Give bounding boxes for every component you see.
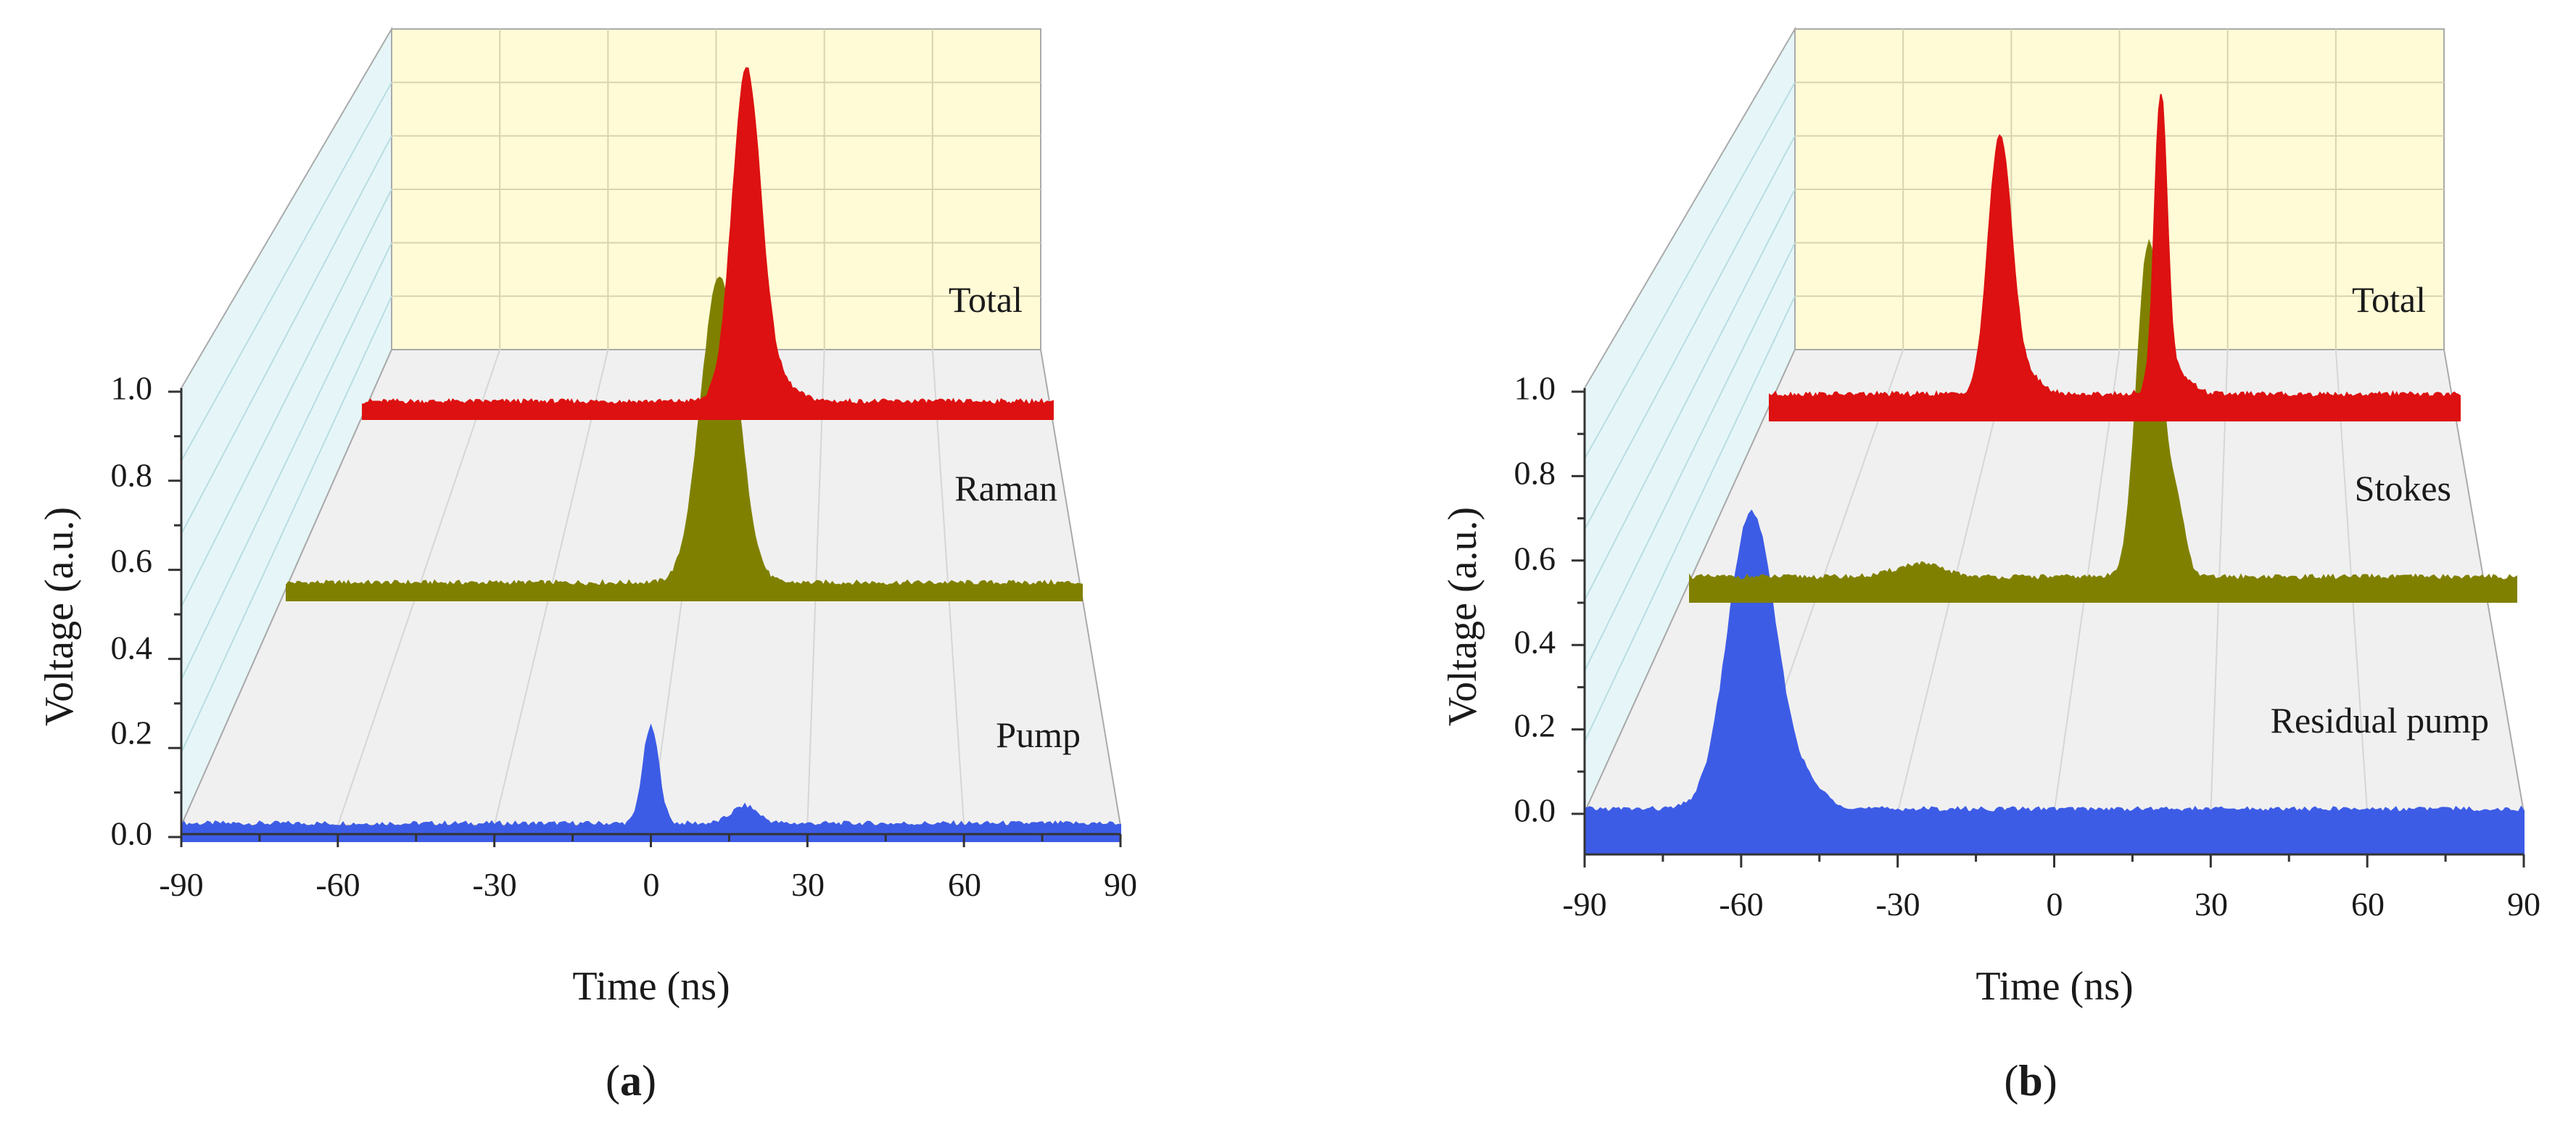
layer-total bbox=[362, 67, 1054, 420]
side-gridline bbox=[181, 242, 392, 680]
panel-caption-a: (a) bbox=[606, 1057, 656, 1105]
x-tick-label-1: -60 bbox=[1719, 886, 1763, 923]
x-tick-label-4: 30 bbox=[2195, 886, 2228, 923]
series-label-pump: Pump bbox=[996, 714, 1081, 755]
series-label-residual-pump: Residual pump bbox=[2271, 700, 2489, 741]
side-gridline bbox=[181, 189, 392, 607]
side-gridline bbox=[181, 135, 392, 535]
ticks bbox=[168, 390, 1122, 847]
series-trace-pump bbox=[181, 723, 1121, 842]
series-trace-total bbox=[1769, 94, 2461, 421]
y-axis-label: Voltage (a.u.) bbox=[37, 507, 82, 726]
x-tick-label-5: 60 bbox=[948, 866, 981, 903]
side-gridline bbox=[1584, 135, 1796, 530]
y-tick-label-4: 0.8 bbox=[1514, 455, 1556, 492]
x-tick-label-6: 90 bbox=[1104, 866, 1137, 903]
y-tick-label-2: 0.4 bbox=[1514, 624, 1556, 661]
y-tick-label-1: 0.2 bbox=[111, 714, 153, 751]
y-tick-label-0: 0.0 bbox=[1514, 792, 1556, 829]
side-gridline bbox=[1584, 82, 1796, 459]
x-tick-label-4: 30 bbox=[791, 866, 825, 903]
layer-raman bbox=[286, 276, 1083, 601]
y-tick-label-4: 0.8 bbox=[111, 457, 153, 494]
side-gridline bbox=[1584, 189, 1796, 601]
x-tick-label-6: 90 bbox=[2507, 886, 2540, 923]
y-tick-label-1: 0.2 bbox=[1514, 707, 1556, 744]
ticks bbox=[1572, 390, 2525, 868]
y-tick-label-2: 0.4 bbox=[111, 630, 153, 667]
x-tick-label-1: -60 bbox=[315, 866, 360, 903]
series-trace-total bbox=[362, 67, 1054, 420]
side-gridline bbox=[181, 295, 392, 753]
x-tick-label-2: -30 bbox=[472, 866, 516, 903]
x-axis-label: Time (ns) bbox=[572, 964, 730, 1009]
y-tick-label-0: 0.0 bbox=[111, 815, 153, 852]
x-tick-label-3: 0 bbox=[2047, 886, 2063, 923]
series-trace-stokes bbox=[1689, 239, 2517, 603]
panel-caption-b: (b) bbox=[2004, 1057, 2057, 1105]
layer-pump bbox=[181, 723, 1121, 842]
y-tick-label-5: 1.0 bbox=[1514, 370, 1556, 407]
layer-residual-pump bbox=[1584, 509, 2525, 855]
x-tick-label-0: -90 bbox=[159, 866, 203, 903]
series-label-raman: Raman bbox=[954, 468, 1057, 508]
side-gridline bbox=[181, 82, 392, 461]
x-tick-label-2: -30 bbox=[1875, 886, 1920, 923]
y-axis-label: Voltage (a.u.) bbox=[1440, 507, 1485, 726]
series-label-total: Total bbox=[2352, 279, 2426, 320]
series-label-total: Total bbox=[949, 279, 1023, 320]
y-tick-label-3: 0.6 bbox=[111, 543, 153, 580]
layer-total bbox=[1769, 94, 2461, 421]
panel-a: 0.0 0.2 0.4 0.6 0.8 1.0 -90 -60 -30 0 30… bbox=[37, 26, 1137, 1105]
x-tick-label-3: 0 bbox=[643, 866, 660, 903]
y-tick-label-3: 0.6 bbox=[1514, 540, 1556, 577]
panel-b: 0.0 0.2 0.4 0.6 0.8 1.0 -90 -60 -30 0 30… bbox=[1440, 26, 2540, 1105]
side-gridline bbox=[1584, 295, 1796, 742]
y-tick-label-5: 1.0 bbox=[111, 370, 153, 407]
x-tick-label-5: 60 bbox=[2351, 886, 2385, 923]
side-gridline bbox=[1584, 242, 1796, 672]
layer-stokes bbox=[1689, 239, 2517, 603]
series-trace-raman bbox=[286, 276, 1083, 601]
x-tick-label-0: -90 bbox=[1562, 886, 1606, 923]
x-axis-label: Time (ns) bbox=[1976, 964, 2133, 1009]
series-trace-residual-pump bbox=[1584, 509, 2525, 855]
series-label-stokes: Stokes bbox=[2355, 468, 2451, 508]
